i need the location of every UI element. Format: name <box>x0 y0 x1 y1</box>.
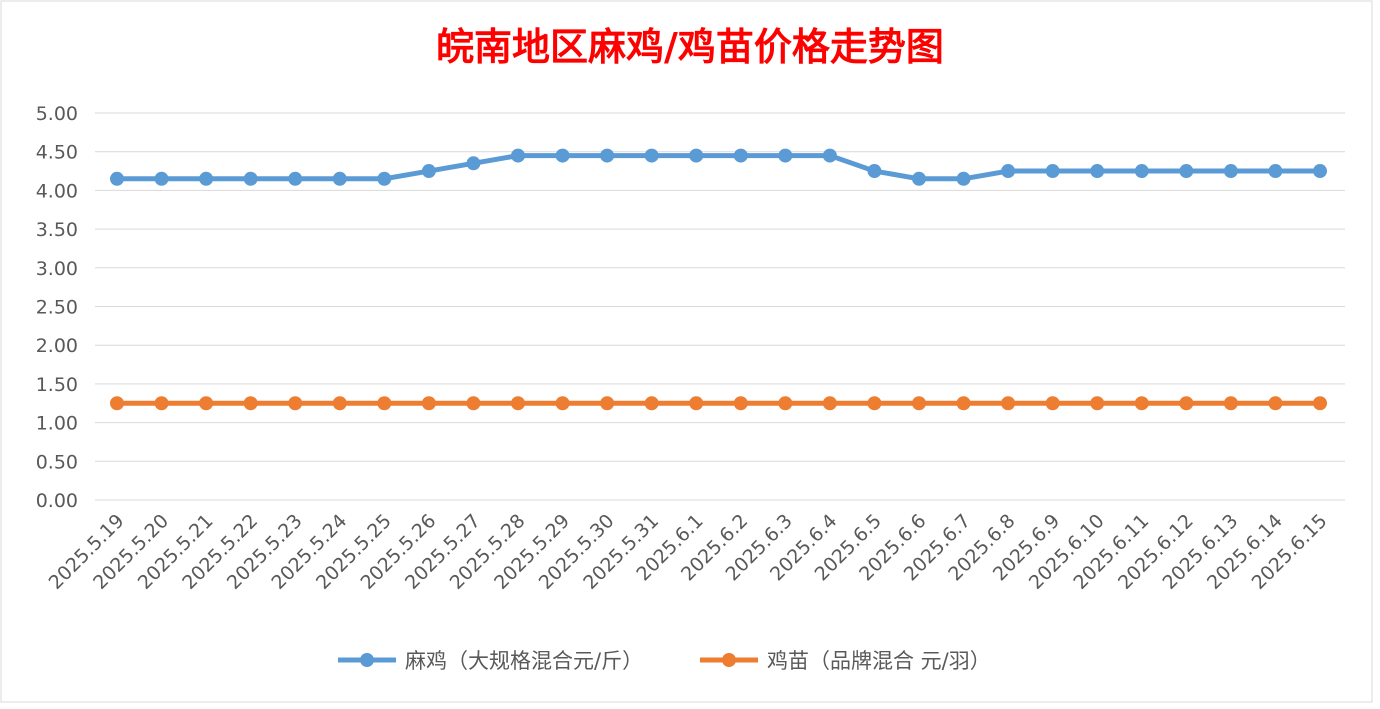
data-point <box>243 171 258 186</box>
y-tick-label: 2.00 <box>36 335 78 357</box>
data-point <box>689 148 704 163</box>
data-point <box>377 171 392 186</box>
data-point <box>822 396 837 411</box>
y-tick-label: 4.00 <box>36 180 78 202</box>
data-point <box>1313 164 1327 179</box>
data-point <box>1001 396 1016 411</box>
data-point <box>733 148 748 163</box>
data-point <box>1090 396 1105 411</box>
y-tick-label: 3.00 <box>36 258 78 280</box>
data-point <box>511 396 525 411</box>
data-point <box>1268 164 1283 179</box>
data-point <box>421 164 436 179</box>
y-tick-label: 0.50 <box>36 451 78 473</box>
data-point <box>466 156 481 171</box>
data-point <box>912 171 926 186</box>
legend-swatch-marker <box>360 653 374 667</box>
legend-item: 鸡苗（品牌混合 元/羽） <box>700 649 991 673</box>
series-2 <box>110 396 1327 411</box>
data-point <box>1134 164 1149 179</box>
data-point <box>1134 396 1149 411</box>
y-tick-label: 0.00 <box>36 490 78 512</box>
data-point <box>778 148 793 163</box>
legend-item: 麻鸡（大规格混合元/斤） <box>338 649 643 673</box>
data-point <box>199 396 214 411</box>
data-point <box>600 396 615 411</box>
data-point <box>243 396 258 411</box>
data-point <box>199 171 214 186</box>
data-point <box>377 396 392 411</box>
series-1 <box>110 148 1327 186</box>
data-point <box>1045 164 1060 179</box>
data-point <box>1090 164 1105 179</box>
legend-label: 麻鸡（大规格混合元/斤） <box>405 649 643 673</box>
y-tick-label: 1.50 <box>36 374 78 396</box>
data-point <box>1179 164 1194 179</box>
y-tick-label: 3.50 <box>36 219 78 241</box>
data-point <box>555 396 570 411</box>
series-line <box>117 153 1320 182</box>
data-point <box>1179 396 1194 411</box>
data-point <box>154 171 169 186</box>
legend-swatch-marker <box>722 653 736 667</box>
data-point <box>867 396 882 411</box>
data-point <box>154 396 169 411</box>
data-point <box>1223 396 1238 411</box>
data-point <box>867 164 882 179</box>
y-axis-tick-labels: 0.00 0.50 1.00 1.50 2.00 2.50 3.00 3.50 4.00 4.50… <box>36 103 78 512</box>
data-point <box>1001 164 1016 179</box>
data-point <box>1045 396 1060 411</box>
data-point <box>421 396 436 411</box>
y-tick-label: 1.00 <box>36 413 78 435</box>
data-point <box>110 171 124 186</box>
data-point <box>822 148 837 163</box>
legend-label: 鸡苗（品牌混合 元/羽） <box>767 649 991 673</box>
data-point <box>1268 396 1283 411</box>
data-point <box>689 396 704 411</box>
data-point <box>1223 164 1238 179</box>
data-point <box>288 171 303 186</box>
series-lines <box>110 148 1327 411</box>
data-point <box>555 148 570 163</box>
data-point <box>956 396 971 411</box>
y-tick-label: 5.00 <box>36 103 78 125</box>
data-point <box>511 148 525 163</box>
data-point <box>332 171 347 186</box>
data-point <box>288 396 303 411</box>
data-point <box>332 396 347 411</box>
y-tick-label: 2.50 <box>36 297 78 319</box>
data-point <box>110 396 124 411</box>
gridlines <box>95 112 1345 501</box>
data-point <box>466 396 481 411</box>
data-point <box>956 171 971 186</box>
data-point <box>778 396 793 411</box>
data-point <box>1313 396 1327 411</box>
data-point <box>600 148 615 163</box>
legend: 麻鸡（大规格混合元/斤） 鸡苗（品牌混合 元/羽） <box>338 649 991 673</box>
data-point <box>733 396 748 411</box>
y-tick-label: 4.50 <box>36 142 78 164</box>
data-point <box>644 148 659 163</box>
data-point <box>644 396 659 411</box>
data-point <box>912 396 926 411</box>
chart-title: 皖南地区麻鸡/鸡苗价格走势图 <box>436 25 944 69</box>
